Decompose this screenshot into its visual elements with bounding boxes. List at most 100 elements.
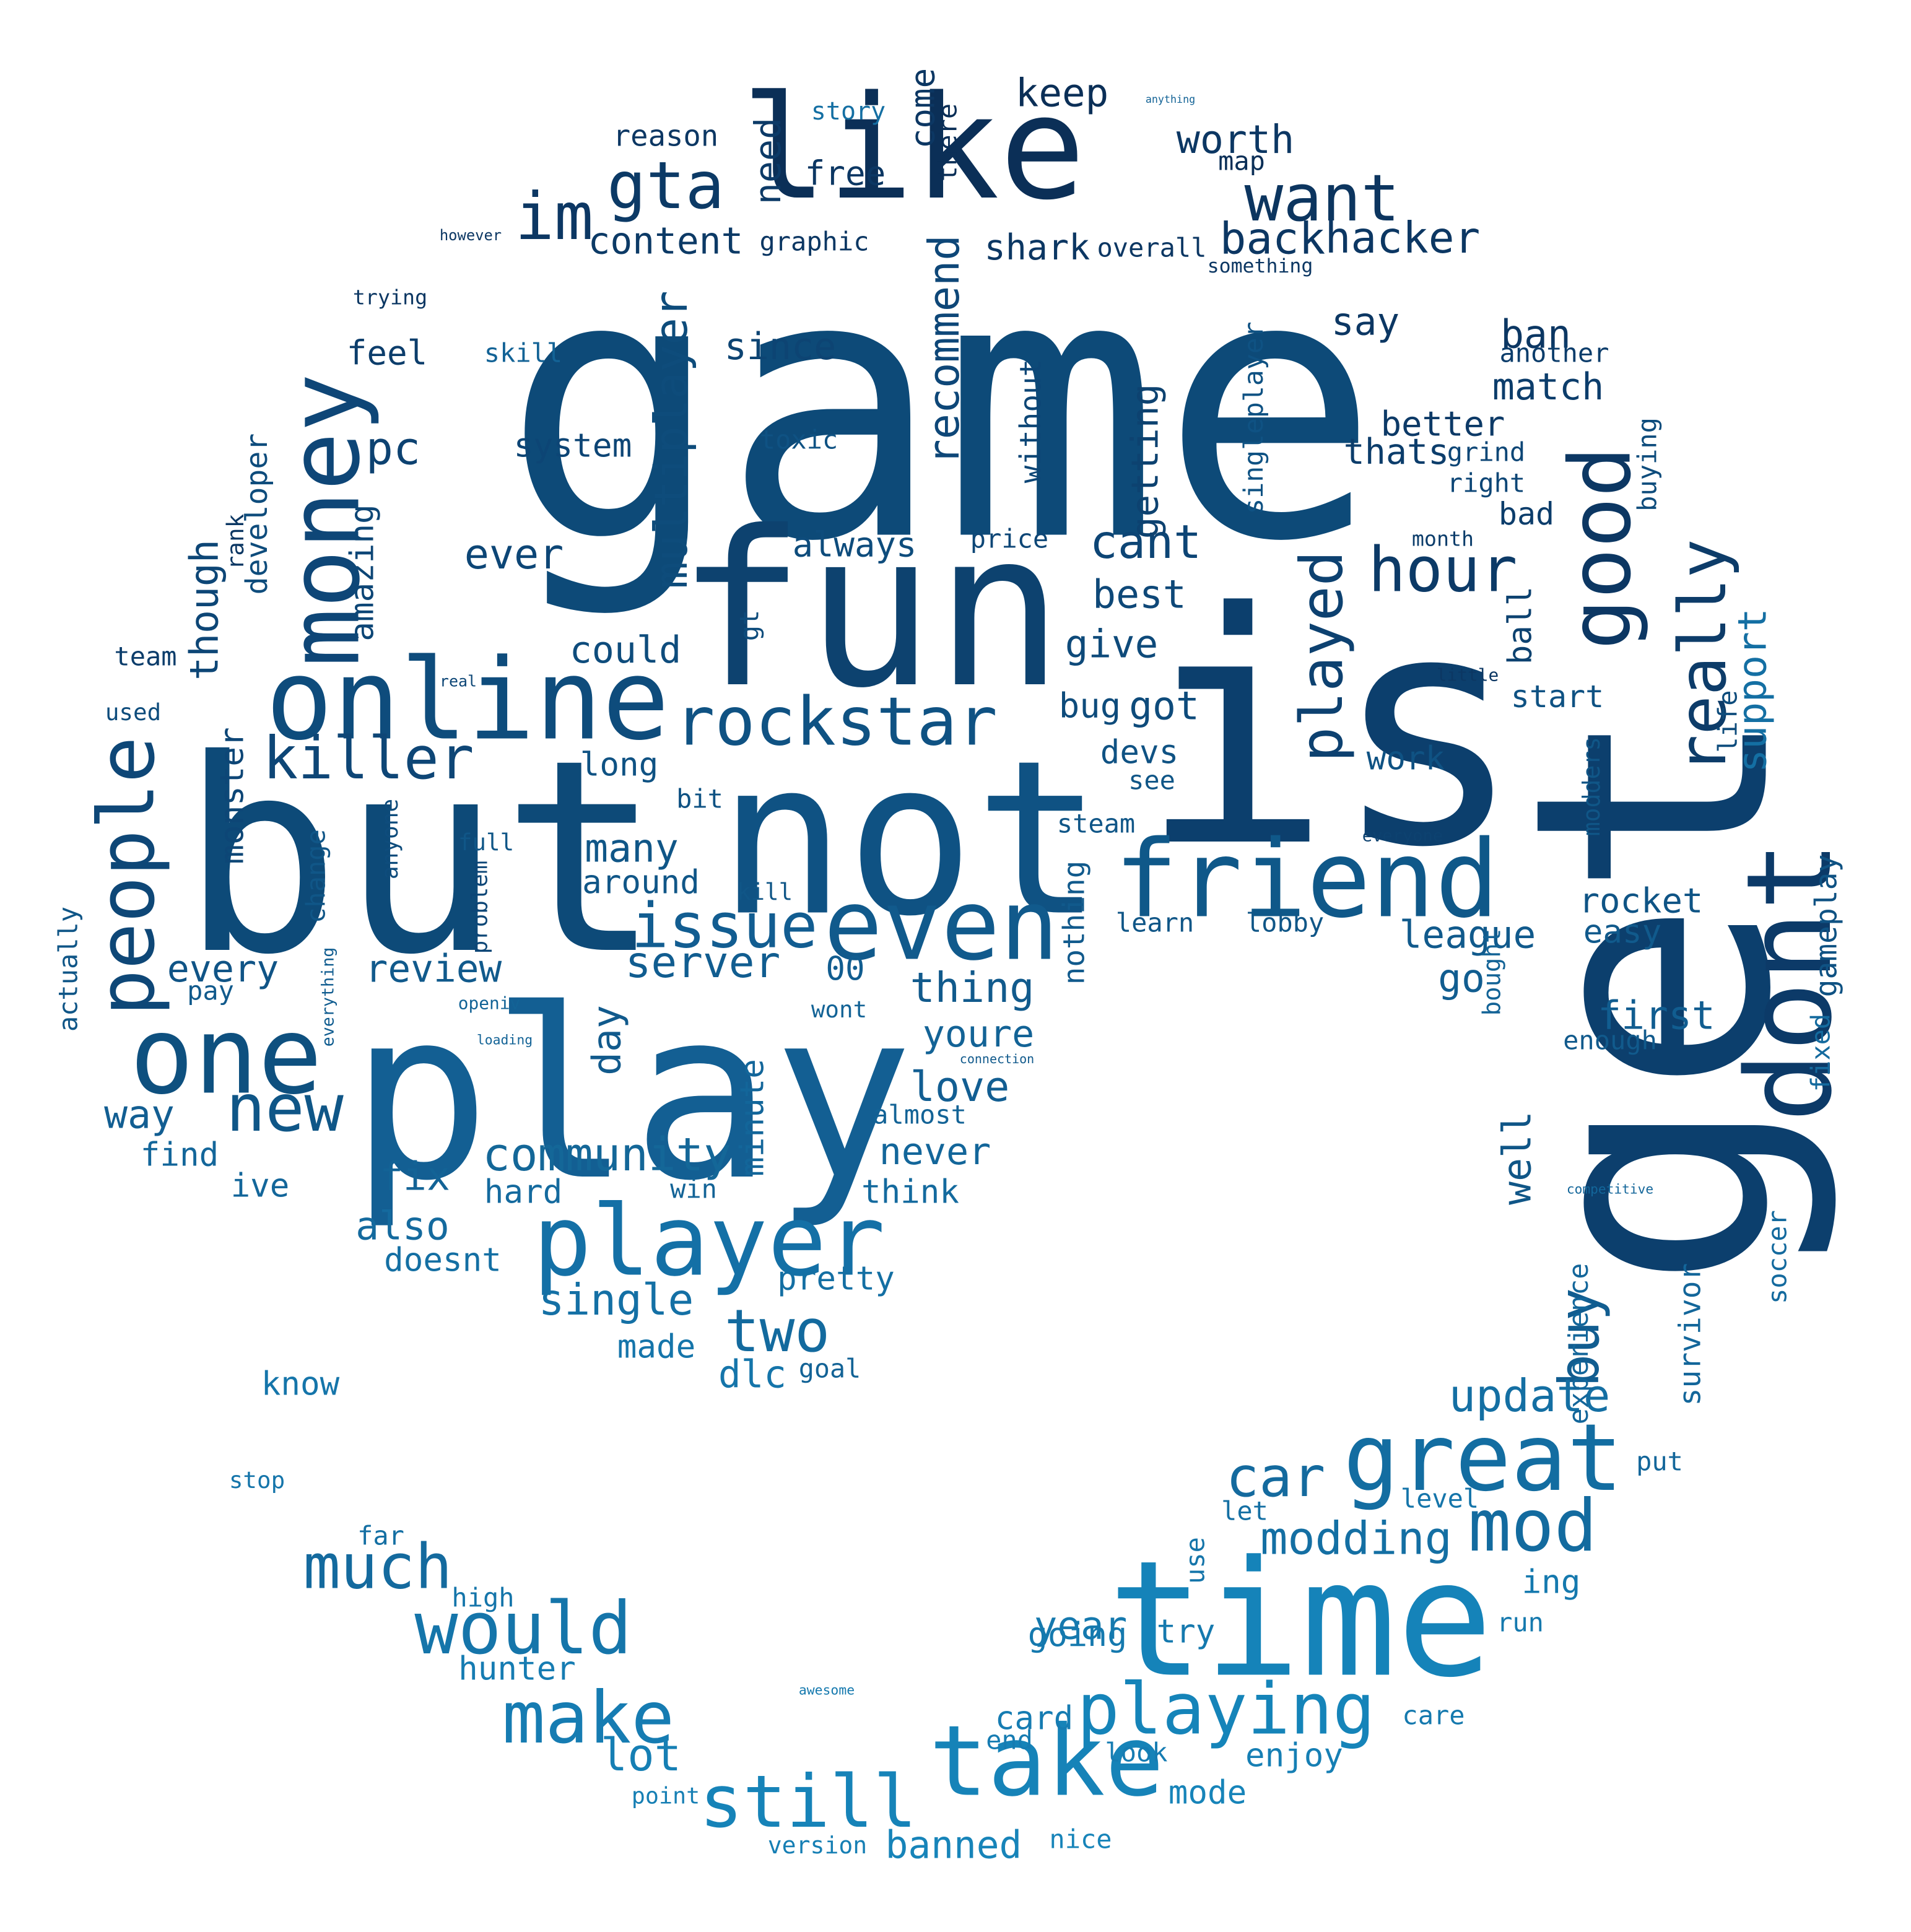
word-pay: pay bbox=[187, 976, 234, 1006]
word-enough: enough bbox=[1563, 1025, 1657, 1056]
word-far: far bbox=[357, 1521, 404, 1551]
word-think: think bbox=[861, 1173, 959, 1211]
word-easy: easy bbox=[1583, 913, 1661, 951]
word-mode: mode bbox=[1169, 1774, 1247, 1812]
word-community: community bbox=[482, 1128, 731, 1181]
word-even: even bbox=[824, 869, 1058, 983]
word-real: real bbox=[440, 672, 477, 690]
word-reason: reason bbox=[613, 120, 718, 154]
word-bit: bit bbox=[676, 784, 723, 814]
word-played: played bbox=[1288, 550, 1356, 762]
word-month: month bbox=[1412, 527, 1474, 551]
word-pretty: pretty bbox=[777, 1260, 895, 1298]
word-life: life bbox=[1713, 690, 1743, 752]
word-anything: anything bbox=[1146, 93, 1195, 105]
word-give: give bbox=[1065, 622, 1159, 667]
word-find: find bbox=[141, 1136, 219, 1174]
word-really: really bbox=[1665, 539, 1741, 773]
word-but: but bbox=[180, 702, 662, 1013]
word-since: since bbox=[725, 325, 837, 368]
word-going: going bbox=[1028, 1616, 1127, 1654]
word-try: try bbox=[1157, 1613, 1216, 1651]
word-much: much bbox=[303, 1531, 453, 1603]
word-there: there bbox=[933, 103, 963, 181]
word-thing: thing bbox=[910, 964, 1035, 1012]
word-let: let bbox=[1221, 1496, 1268, 1526]
word-best: best bbox=[1092, 572, 1186, 617]
word-full: full bbox=[458, 829, 514, 856]
word-modders: modders bbox=[1578, 737, 1605, 836]
word-day: day bbox=[585, 1005, 630, 1076]
word-thats: thats bbox=[1344, 432, 1450, 472]
word-fun: fun bbox=[676, 485, 1064, 735]
word-would: would bbox=[414, 1586, 632, 1671]
word-never: never bbox=[879, 1130, 991, 1173]
word-two: two bbox=[725, 1297, 830, 1365]
word-graphic: graphic bbox=[759, 227, 869, 257]
word-modding: modding bbox=[1260, 1513, 1452, 1565]
word-dlc: dlc bbox=[718, 1353, 786, 1397]
word-monster: monster bbox=[214, 727, 251, 864]
word-bought: bought bbox=[1479, 929, 1507, 1016]
word-fixed: fixed bbox=[1806, 1014, 1836, 1092]
word-right: right bbox=[1447, 468, 1525, 498]
word-not: not bbox=[718, 715, 1103, 964]
word-problem: problem bbox=[468, 861, 493, 954]
word-game: game bbox=[503, 197, 1380, 621]
word-come: come bbox=[903, 68, 942, 149]
word-end: end bbox=[986, 1725, 1033, 1756]
word-gta: gta bbox=[607, 148, 725, 224]
word-make: make bbox=[502, 1677, 674, 1760]
word-stop: stop bbox=[229, 1466, 285, 1494]
word-amazing: amazing bbox=[344, 504, 381, 641]
word-playing: playing bbox=[1077, 1668, 1375, 1751]
word-competitive: competitive bbox=[1567, 1181, 1653, 1197]
word-ing: ing bbox=[1522, 1564, 1581, 1601]
word-bad: bad bbox=[1499, 496, 1554, 532]
word-care: care bbox=[1402, 1700, 1465, 1731]
word-hour: hour bbox=[1369, 534, 1518, 606]
word-rank: rank bbox=[222, 513, 249, 570]
word-free: free bbox=[805, 154, 886, 193]
word-im: im bbox=[515, 179, 593, 255]
word-league: league bbox=[1400, 913, 1536, 957]
word-worth: worth bbox=[1177, 116, 1295, 162]
word-dont: dont bbox=[1722, 840, 1858, 1122]
word-ban: ban bbox=[1500, 312, 1571, 357]
word-look: look bbox=[1105, 1738, 1167, 1768]
word-lobby: lobby bbox=[1246, 908, 1324, 938]
word-trying: trying bbox=[353, 285, 427, 310]
word-nice: nice bbox=[1049, 1824, 1112, 1855]
word-is: is bbox=[1139, 544, 1524, 917]
word-hacker: hacker bbox=[1325, 214, 1481, 263]
word-car: car bbox=[1226, 1445, 1326, 1509]
word-though: though bbox=[182, 539, 227, 681]
word-pc: pc bbox=[366, 423, 421, 476]
word-devs: devs bbox=[1100, 734, 1178, 772]
word-mod: mod bbox=[1468, 1485, 1598, 1568]
word-everything: everything bbox=[319, 947, 338, 1047]
word-get: get bbox=[1465, 703, 1843, 1290]
word-feel: feel bbox=[347, 334, 428, 373]
word-run: run bbox=[1497, 1608, 1544, 1638]
word-online: online bbox=[266, 635, 669, 765]
word-level: level bbox=[1401, 1484, 1479, 1514]
word-change: change bbox=[301, 829, 331, 923]
word-one: one bbox=[130, 994, 323, 1118]
word-need: need bbox=[747, 118, 789, 204]
word-issue: issue bbox=[631, 890, 817, 962]
word-little: little bbox=[1437, 665, 1499, 685]
word-high: high bbox=[451, 1583, 514, 1613]
word-fix: fix bbox=[380, 1154, 450, 1199]
word-used: used bbox=[105, 698, 161, 726]
word-buying: buying bbox=[1632, 417, 1663, 511]
word-start: start bbox=[1511, 679, 1604, 715]
word-card: card bbox=[995, 1700, 1073, 1738]
word-loading: loading bbox=[477, 1033, 533, 1048]
word-win: win bbox=[670, 1174, 717, 1204]
word-gameplay: gameplay bbox=[1810, 855, 1844, 998]
word-work: work bbox=[1367, 740, 1445, 778]
word-good: good bbox=[1552, 446, 1650, 650]
